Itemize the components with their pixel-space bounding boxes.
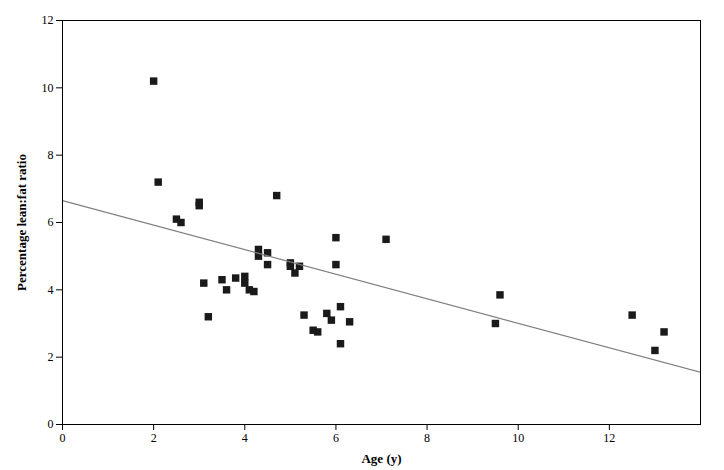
svg-text:2: 2 [48, 350, 54, 364]
svg-text:6: 6 [333, 431, 339, 445]
svg-text:Age (y): Age (y) [361, 451, 401, 466]
svg-text:10: 10 [42, 81, 54, 95]
svg-text:2: 2 [151, 431, 157, 445]
svg-text:8: 8 [48, 148, 54, 162]
svg-text:Percentage lean:fat ratio: Percentage lean:fat ratio [14, 154, 29, 291]
svg-text:0: 0 [48, 417, 54, 431]
svg-text:6: 6 [48, 215, 54, 229]
svg-text:4: 4 [242, 431, 248, 445]
svg-text:12: 12 [42, 13, 54, 27]
svg-text:10: 10 [512, 431, 524, 445]
svg-text:0: 0 [60, 431, 66, 445]
svg-text:12: 12 [603, 431, 615, 445]
svg-text:8: 8 [424, 431, 430, 445]
svg-text:4: 4 [48, 283, 54, 297]
